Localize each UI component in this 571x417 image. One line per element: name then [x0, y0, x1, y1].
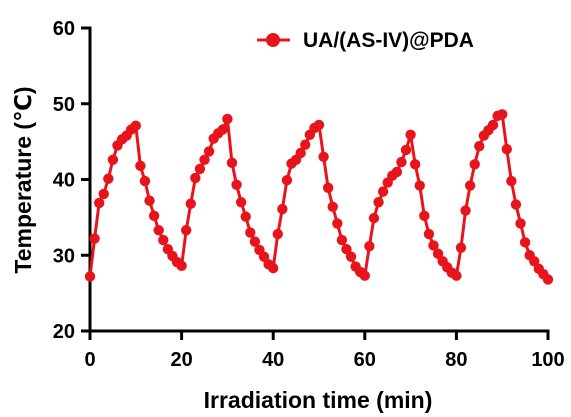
data-point — [460, 205, 471, 216]
data-point — [245, 227, 256, 238]
data-point — [474, 140, 485, 152]
data-point — [341, 243, 352, 255]
data-point — [98, 188, 109, 200]
data-point — [295, 147, 306, 159]
data-point — [414, 180, 425, 191]
data-point — [277, 203, 288, 215]
data-point — [497, 109, 508, 120]
x-tick-label: 100 — [531, 349, 564, 371]
x-tick-label: 20 — [170, 349, 192, 371]
data-point — [419, 210, 430, 222]
y-tick-label: 40 — [53, 170, 75, 192]
data-point — [364, 240, 375, 252]
axes — [88, 26, 550, 333]
data-point — [313, 119, 325, 131]
data-point — [405, 129, 416, 141]
data-point — [153, 225, 164, 236]
series-layer — [84, 109, 554, 285]
data-point — [409, 159, 421, 170]
data-point — [235, 197, 247, 208]
y-tick-label: 60 — [53, 18, 75, 40]
data-point — [176, 260, 187, 272]
data-point — [148, 210, 160, 222]
y-tick-label: 30 — [53, 245, 75, 267]
data-point — [185, 198, 196, 209]
ticks: 0 20 40 60 80 100 20 30 40 50 60 — [53, 18, 565, 371]
data-point — [327, 201, 338, 212]
data-point — [501, 144, 512, 155]
data-point — [359, 270, 370, 281]
data-point — [249, 236, 261, 247]
x-tick-label: 40 — [262, 349, 284, 371]
data-point — [135, 160, 146, 172]
y-tick-label: 50 — [53, 94, 75, 116]
data-point — [199, 154, 210, 165]
data-point — [336, 234, 348, 246]
data-point — [368, 212, 380, 224]
data-point — [231, 179, 242, 190]
data-point — [423, 228, 435, 240]
x-tick-label: 0 — [84, 349, 95, 371]
data-point — [139, 175, 151, 187]
legend-label: UA/(AS-IV)@PDA — [303, 29, 474, 52]
data-point — [464, 180, 476, 191]
data-point — [203, 146, 215, 157]
data-point — [258, 251, 270, 262]
data-point — [345, 251, 357, 262]
data-point — [93, 197, 105, 209]
data-point — [240, 211, 251, 222]
data-point — [107, 154, 119, 165]
data-point — [158, 234, 169, 246]
data-point — [373, 197, 384, 208]
data-point — [469, 159, 480, 170]
data-point — [542, 274, 554, 285]
data-point — [84, 271, 96, 282]
data-point — [455, 242, 467, 253]
data-point — [130, 120, 141, 131]
data-point — [519, 237, 531, 248]
legend-marker — [266, 33, 280, 47]
data-point — [391, 166, 403, 178]
data-point — [103, 173, 114, 184]
legend: UA/(AS-IV)@PDA — [257, 29, 474, 52]
x-tick-label: 60 — [354, 349, 376, 371]
data-point — [194, 163, 206, 175]
data-point — [272, 228, 283, 240]
x-tick-label: 80 — [445, 349, 467, 371]
data-point — [515, 218, 526, 229]
data-point — [190, 172, 201, 184]
data-point — [268, 262, 279, 274]
data-point — [89, 233, 100, 244]
data-point — [506, 175, 517, 187]
y-axis-title: Temperature (℃) — [10, 86, 36, 273]
data-point — [377, 186, 389, 197]
data-point — [332, 218, 343, 229]
data-point — [217, 124, 229, 135]
data-point — [222, 113, 233, 125]
data-point — [396, 156, 407, 168]
data-point — [180, 225, 192, 236]
data-point — [300, 139, 311, 150]
data-point — [428, 240, 439, 251]
data-point — [510, 199, 522, 210]
data-point — [529, 256, 540, 267]
data-point — [281, 175, 293, 186]
data-point — [451, 270, 462, 281]
data-point — [144, 195, 155, 206]
y-tick-label: 20 — [53, 321, 75, 343]
data-point — [322, 182, 334, 194]
data-point — [400, 144, 412, 156]
x-axis-title: Irradiation time (min) — [204, 387, 433, 413]
data-point — [318, 151, 329, 162]
data-point — [487, 119, 499, 131]
series-line — [88, 112, 550, 281]
data-point — [432, 248, 444, 259]
data-point — [226, 157, 238, 169]
